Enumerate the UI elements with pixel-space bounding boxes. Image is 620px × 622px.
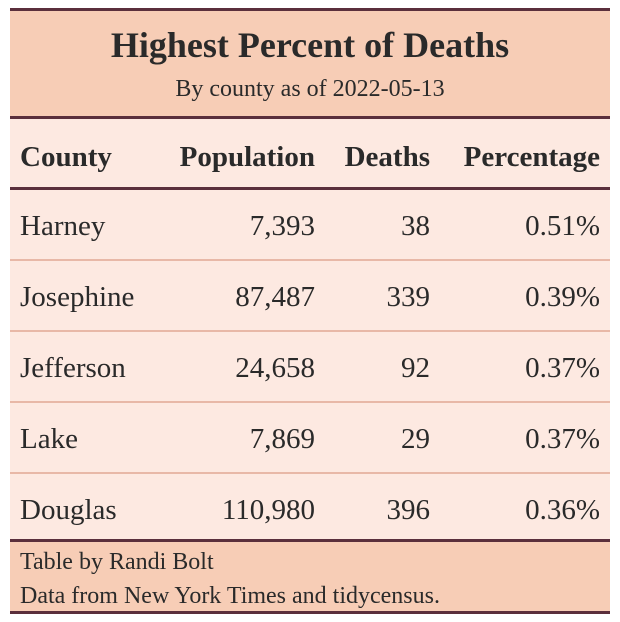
table-row: Lake 7,869 29 0.37% [10,403,610,474]
deaths-cell: 339 [386,281,431,313]
county-cell: Harney [20,210,106,242]
column-header-percentage: Percentage [463,141,600,173]
column-header-deaths: Deaths [344,141,430,173]
county-cell: Douglas [20,494,117,526]
population-cell: 7,869 [249,423,315,455]
percentage-cell: 0.39% [525,281,600,313]
table-source-note: Table by Randi Bolt Data from New York T… [10,542,610,614]
deaths-cell: 38 [401,210,430,242]
percentage-cell: 0.36% [525,494,600,526]
column-header-population: Population [179,141,315,173]
column-header-county: County [20,141,112,173]
table-header-row: County Population Deaths Percentage [10,116,610,190]
table-row: Jefferson 24,658 92 0.37% [10,332,610,403]
table-title-block: Highest Percent of Deaths By county as o… [10,8,610,116]
percentage-cell: 0.37% [525,352,600,384]
population-cell: 24,658 [235,352,315,384]
county-cell: Josephine [20,281,135,313]
table-row: Harney 7,393 38 0.51% [10,190,610,261]
table-row: Josephine 87,487 339 0.39% [10,261,610,332]
deaths-cell: 29 [401,423,430,455]
deaths-cell: 396 [386,494,431,526]
county-cell: Jefferson [20,352,126,384]
deaths-table: Highest Percent of Deaths By county as o… [10,8,610,614]
table-title: Highest Percent of Deaths [110,25,510,65]
population-cell: 87,487 [235,281,315,313]
source-data-line: Data from New York Times and tidycensus. [20,583,440,609]
deaths-cell: 92 [401,352,430,384]
population-cell: 7,393 [249,210,315,242]
source-credit-line: Table by Randi Bolt [20,549,214,575]
percentage-cell: 0.37% [525,423,600,455]
county-cell: Lake [20,423,78,455]
table-row: Douglas 110,980 396 0.36% [10,474,610,542]
table-subtitle: By county as of 2022-05-13 [175,76,445,102]
percentage-cell: 0.51% [525,210,600,242]
population-cell: 110,980 [221,494,315,526]
